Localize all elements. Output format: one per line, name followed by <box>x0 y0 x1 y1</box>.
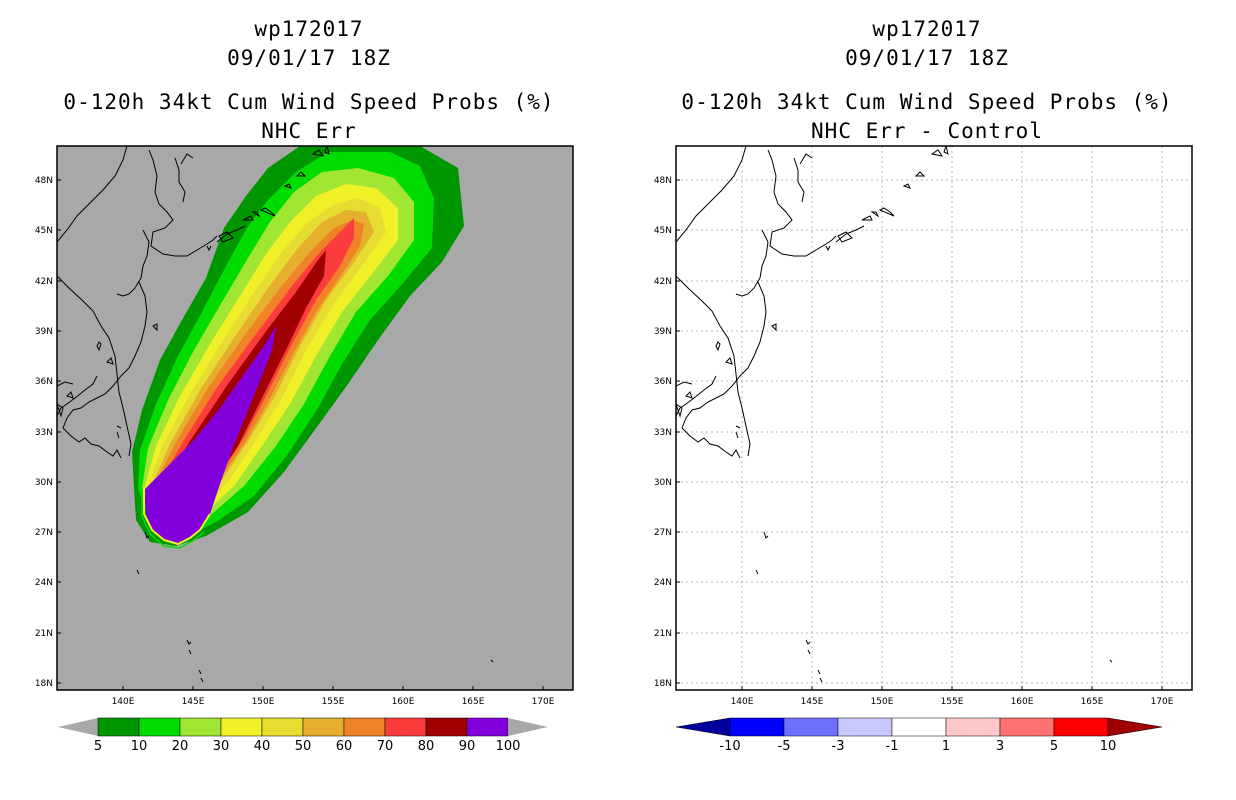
origin-edge-green <box>141 488 205 549</box>
lat-label: 21N <box>35 629 53 639</box>
colorbar-label: 30 <box>213 739 230 754</box>
colorbar-label: 20 <box>172 739 189 754</box>
colorbar-swatch <box>138 717 181 737</box>
lon-label: 155E <box>941 697 964 707</box>
product-title: 0-120h 34kt Cum Wind Speed Probs (%) <box>63 90 555 114</box>
colorbar-swatch <box>220 717 263 737</box>
colorbar-swatch <box>466 717 509 737</box>
lon-label: 170E <box>532 697 555 707</box>
init-time: 09/01/17 18Z <box>227 46 391 70</box>
lat-label: 27N <box>35 528 53 538</box>
lat-label: 27N <box>654 528 672 538</box>
product-subtitle: NHC Err <box>261 119 357 143</box>
colorbar-label: -10 <box>719 739 740 754</box>
colorbar-swatch <box>1053 717 1109 737</box>
colorbar-label: 60 <box>336 739 353 754</box>
lon-label: 170E <box>1151 697 1174 707</box>
colorbar-under-triangle <box>58 718 98 736</box>
colorbar-swatch <box>425 717 468 737</box>
prob-shell-90 <box>144 326 276 544</box>
lon-label: 150E <box>871 697 894 707</box>
right-panel: wp172017 09/01/17 18Z 0-120h 34kt Cum Wi… <box>618 0 1236 800</box>
lat-label: 45N <box>654 226 672 236</box>
lat-label: 33N <box>35 428 53 438</box>
lon-label: 165E <box>1081 697 1104 707</box>
colorbar-over-triangle <box>508 718 548 736</box>
colorbar-label: 100 <box>496 739 521 754</box>
colorbar-swatch <box>261 717 304 737</box>
colorbar-swatch <box>783 717 839 737</box>
colorbar-label: 5 <box>94 739 102 754</box>
colorbar-swatch <box>343 717 386 737</box>
colorbar-label: 50 <box>295 739 312 754</box>
product-title: 0-120h 34kt Cum Wind Speed Probs (%) <box>681 90 1173 114</box>
storm-id: wp172017 <box>872 17 982 41</box>
lat-label: 33N <box>654 428 672 438</box>
colorbar-swatch <box>837 717 893 737</box>
lat-label: 39N <box>654 327 672 337</box>
lat-label: 18N <box>654 679 672 689</box>
lat-label: 48N <box>35 176 53 186</box>
lon-label: 140E <box>112 697 135 707</box>
lat-label: 21N <box>654 629 672 639</box>
product-subtitle: NHC Err - Control <box>811 119 1043 143</box>
right-map-frame <box>675 145 1193 691</box>
lon-label: 155E <box>322 697 345 707</box>
lat-label: 30N <box>35 478 53 488</box>
lat-label: 36N <box>654 377 672 387</box>
origin-edge-yellow <box>143 488 211 546</box>
lat-label: 45N <box>35 226 53 236</box>
lon-label: 145E <box>182 697 205 707</box>
colorbar-swatch <box>302 717 345 737</box>
colorbar-label: 70 <box>377 739 394 754</box>
storm-id: wp172017 <box>254 17 364 41</box>
colorbar-label: -5 <box>778 739 791 754</box>
colorbar-label: 3 <box>996 739 1004 754</box>
lat-label: 48N <box>654 176 672 186</box>
lat-label: 18N <box>35 679 53 689</box>
init-time: 09/01/17 18Z <box>845 46 1009 70</box>
lon-label: 160E <box>1011 697 1034 707</box>
lat-label: 24N <box>35 578 53 588</box>
colorbar-label: 10 <box>131 739 148 754</box>
colorbar-swatch <box>384 717 427 737</box>
colorbar-under-triangle <box>675 717 731 737</box>
left-panel: wp172017 09/01/17 18Z 0-120h 34kt Cum Wi… <box>63 17 555 143</box>
lon-label: 150E <box>252 697 275 707</box>
lat-label: 24N <box>654 578 672 588</box>
left-map-frame <box>56 145 574 691</box>
lat-label: 39N <box>35 327 53 337</box>
probability-contours <box>57 146 494 683</box>
colorbar-label: 1 <box>942 739 950 754</box>
colorbar-swatch <box>97 717 140 737</box>
colorbar-label: -1 <box>886 739 899 754</box>
colorbar-swatch <box>891 717 947 737</box>
colorbar-swatch <box>729 717 785 737</box>
lat-label: 30N <box>654 478 672 488</box>
colorbar-label: -3 <box>832 739 845 754</box>
colorbar-label: 40 <box>254 739 271 754</box>
colorbar-label: 80 <box>418 739 435 754</box>
lon-label: 145E <box>801 697 824 707</box>
colorbar-over-triangle <box>1107 717 1163 737</box>
lon-label: 165E <box>462 697 485 707</box>
colorbar-label: 90 <box>459 739 476 754</box>
lon-label: 140E <box>731 697 754 707</box>
colorbar-swatch <box>945 717 1001 737</box>
colorbar-label: 5 <box>1050 739 1058 754</box>
colorbar-label: 10 <box>1100 739 1117 754</box>
lat-label: 42N <box>35 277 53 287</box>
lat-label: 36N <box>35 377 53 387</box>
lon-label: 160E <box>392 697 415 707</box>
gridlines <box>676 146 1192 690</box>
colorbar-swatch <box>999 717 1055 737</box>
lat-label: 42N <box>654 277 672 287</box>
right-map-background <box>676 146 1192 690</box>
colorbar-swatch <box>179 717 222 737</box>
